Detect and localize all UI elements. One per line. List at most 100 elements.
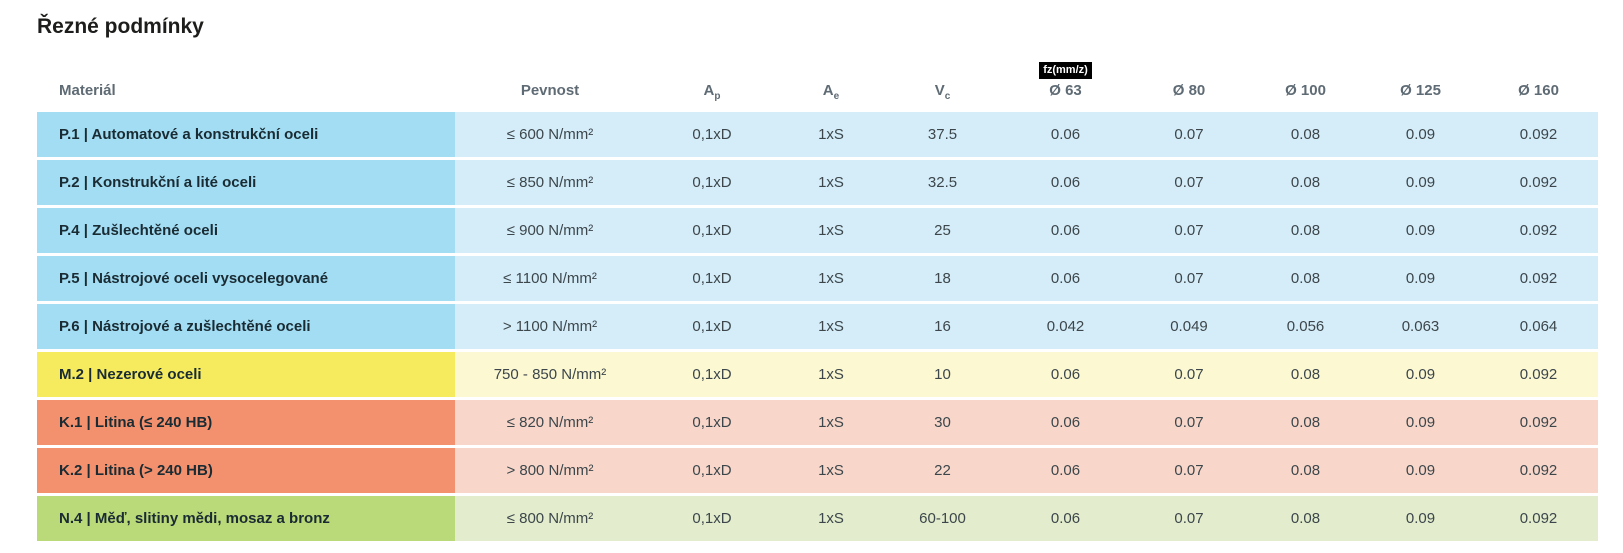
d63-label: Ø 63 — [1049, 82, 1082, 99]
value-cell: 1xS — [779, 256, 883, 304]
value-cell: 0.056 — [1249, 304, 1362, 352]
value-cell: 0.042 — [1002, 304, 1129, 352]
ae-label: A — [822, 82, 834, 99]
value-cell: 0.07 — [1129, 352, 1249, 400]
value-cell: > 1100 N/mm² — [455, 304, 645, 352]
col-header-d80: Ø 80 — [1172, 82, 1206, 99]
value-cell: 0.092 — [1479, 352, 1598, 400]
value-cell: 37.5 — [883, 112, 1002, 160]
table-row: M.2 | Nezerové oceli 750 - 850 N/mm² 0,1xD… — [37, 352, 1598, 400]
value-cell: 0.06 — [1002, 352, 1129, 400]
value-cell: 0,1xD — [645, 256, 779, 304]
value-cell: 1xS — [779, 352, 883, 400]
ae-subscript: e — [833, 91, 840, 102]
value-cell: ≤ 820 N/mm² — [455, 400, 645, 448]
col-header-d125: Ø 125 — [1400, 82, 1441, 99]
table-row: P.5 | Nástrojové oceli vysocelegované ≤ 1… — [37, 256, 1598, 304]
table-row: P.2 | Konstrukční a lité oceli ≤ 850 N/mm… — [37, 160, 1598, 208]
value-cell: 10 — [883, 352, 1002, 400]
value-cell: 0.06 — [1002, 448, 1129, 496]
col-header-d160: Ø 160 — [1518, 82, 1559, 99]
value-cell: 0.07 — [1129, 448, 1249, 496]
value-cell: 0.06 — [1002, 400, 1129, 448]
value-cell: 1xS — [779, 112, 883, 160]
value-cell: 16 — [883, 304, 1002, 352]
table-row: P.1 | Automatové a konstrukční oceli ≤ 60… — [37, 112, 1598, 160]
value-cell: 0.07 — [1129, 112, 1249, 160]
value-cell: 0.09 — [1362, 160, 1479, 208]
header-row: Materiál Pevnost Ap Ae Vc fz(mm/z) Ø 63 … — [37, 39, 1598, 112]
col-header-ae: Ae — [779, 39, 883, 112]
value-cell: 0.092 — [1479, 400, 1598, 448]
col-header-ap: Ap — [645, 39, 779, 112]
value-cell: > 800 N/mm² — [455, 448, 645, 496]
value-cell: 0.09 — [1362, 256, 1479, 304]
value-cell: 0.09 — [1362, 496, 1479, 544]
material-cell: P.4 | Zušlechtěné oceli — [37, 208, 455, 256]
value-cell: 0.08 — [1249, 112, 1362, 160]
col-header-d100: Ø 100 — [1285, 82, 1326, 99]
vc-label: V — [934, 82, 945, 99]
value-cell: 0.092 — [1479, 448, 1598, 496]
value-cell: 30 — [883, 400, 1002, 448]
material-cell: K.2 | Litina (> 240 HB) — [37, 448, 455, 496]
table-row: N.4 | Měď, slitiny mědi, mosaz a bronz ≤ … — [37, 496, 1598, 544]
fz-unit-badge: fz(mm/z) — [1039, 62, 1092, 79]
value-cell: 1xS — [779, 304, 883, 352]
value-cell: 0.06 — [1002, 496, 1129, 544]
value-cell: ≤ 1100 N/mm² — [455, 256, 645, 304]
value-cell: 0.09 — [1362, 352, 1479, 400]
table-row: P.4 | Zušlechtěné oceli ≤ 900 N/mm² 0,1xD 1… — [37, 208, 1598, 256]
value-cell: 0.08 — [1249, 448, 1362, 496]
value-cell: 25 — [883, 208, 1002, 256]
value-cell: 0.06 — [1002, 256, 1129, 304]
value-cell: 0.092 — [1479, 160, 1598, 208]
value-cell: 0.08 — [1249, 496, 1362, 544]
value-cell: 0.07 — [1129, 160, 1249, 208]
value-cell: 0,1xD — [645, 496, 779, 544]
value-cell: 0.07 — [1129, 256, 1249, 304]
material-cell: P.6 | Nástrojové a zušlechtěné oceli — [37, 304, 455, 352]
value-cell: 0.07 — [1129, 208, 1249, 256]
value-cell: 1xS — [779, 448, 883, 496]
material-cell: P.1 | Automatové a konstrukční oceli — [37, 112, 455, 160]
value-cell: ≤ 850 N/mm² — [455, 160, 645, 208]
value-cell: 1xS — [779, 160, 883, 208]
value-cell: 0.09 — [1362, 208, 1479, 256]
table-body: P.1 | Automatové a konstrukční oceli ≤ 60… — [37, 112, 1598, 544]
material-cell: N.4 | Měď, slitiny mědi, mosaz a bronz — [37, 496, 455, 544]
value-cell: 18 — [883, 256, 1002, 304]
value-cell: 0.08 — [1249, 160, 1362, 208]
ap-label: A — [703, 82, 715, 99]
value-cell: 0.08 — [1249, 400, 1362, 448]
value-cell: ≤ 800 N/mm² — [455, 496, 645, 544]
value-cell: 750 - 850 N/mm² — [455, 352, 645, 400]
value-cell: 0,1xD — [645, 352, 779, 400]
value-cell: 0.063 — [1362, 304, 1479, 352]
col-header-vc: Vc — [883, 39, 1002, 112]
value-cell: 0,1xD — [645, 208, 779, 256]
value-cell: 0.08 — [1249, 256, 1362, 304]
value-cell: 32.5 — [883, 160, 1002, 208]
value-cell: 0.092 — [1479, 256, 1598, 304]
value-cell: 0.049 — [1129, 304, 1249, 352]
value-cell: 22 — [883, 448, 1002, 496]
ap-subscript: p — [714, 91, 721, 102]
vc-subscript: c — [944, 91, 951, 102]
value-cell: 1xS — [779, 496, 883, 544]
table-row: P.6 | Nástrojové a zušlechtěné oceli > 11… — [37, 304, 1598, 352]
value-cell: 1xS — [779, 400, 883, 448]
material-cell: P.2 | Konstrukční a lité oceli — [37, 160, 455, 208]
value-cell: 0.09 — [1362, 448, 1479, 496]
value-cell: ≤ 600 N/mm² — [455, 112, 645, 160]
value-cell: 60-100 — [883, 496, 1002, 544]
table-row: K.1 | Litina (≤ 240 HB) ≤ 820 N/mm² 0,1xD 1… — [37, 400, 1598, 448]
material-cell: M.2 | Nezerové oceli — [37, 352, 455, 400]
value-cell: 0.06 — [1002, 160, 1129, 208]
value-cell: 0,1xD — [645, 304, 779, 352]
value-cell: 0,1xD — [645, 112, 779, 160]
value-cell: 0.064 — [1479, 304, 1598, 352]
col-header-material: Materiál — [59, 82, 116, 99]
material-cell: K.1 | Litina (≤ 240 HB) — [37, 400, 455, 448]
